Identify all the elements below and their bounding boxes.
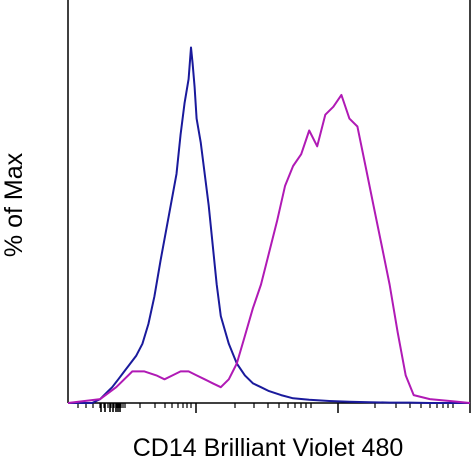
x-axis-label: CD14 Brilliant Violet 480	[133, 434, 404, 462]
y-axis-label: % of Max	[0, 152, 28, 257]
axes	[67, 0, 471, 413]
series-layer	[67, 46, 471, 404]
series-line-2	[67, 93, 471, 404]
series-line-1	[68, 46, 470, 404]
